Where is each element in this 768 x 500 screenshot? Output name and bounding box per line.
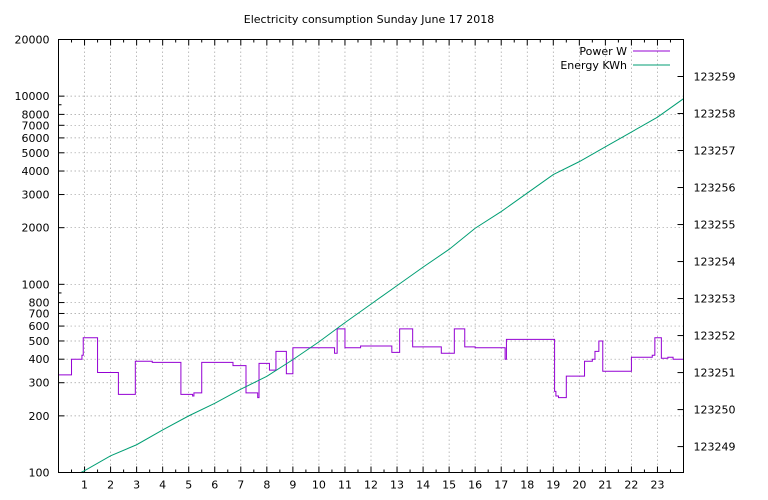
x-tick-label: 12 bbox=[364, 479, 378, 492]
y2-tick-label: 123257 bbox=[694, 145, 736, 158]
y2-tick-label: 123259 bbox=[694, 71, 736, 84]
y-tick-label: 5000 bbox=[22, 147, 50, 160]
y2-tick-label: 123251 bbox=[694, 367, 736, 380]
y-tick-label: 8000 bbox=[22, 108, 50, 121]
x-tick-label: 13 bbox=[390, 479, 404, 492]
y-tick-label: 300 bbox=[29, 377, 50, 390]
series-line-power-w bbox=[58, 328, 684, 399]
y-tick-label: 200 bbox=[29, 410, 50, 423]
y-tick-label: 7000 bbox=[22, 119, 50, 132]
x-tick-label: 5 bbox=[185, 479, 192, 492]
y-tick-label: 4000 bbox=[22, 165, 50, 178]
plot-frame bbox=[58, 39, 684, 473]
y2-tick-label: 123252 bbox=[694, 330, 736, 343]
y-tick-label: 3000 bbox=[22, 189, 50, 202]
x-tick-label: 8 bbox=[263, 479, 270, 492]
x-tick-label: 23 bbox=[650, 479, 664, 492]
x-tick-label: 19 bbox=[546, 479, 560, 492]
y-tick-label: 2000 bbox=[22, 222, 50, 235]
x-tick-label: 16 bbox=[468, 479, 482, 492]
x-tick-label: 4 bbox=[159, 479, 166, 492]
y2-tick-label: 123254 bbox=[694, 256, 736, 269]
x-tick-label: 1 bbox=[81, 479, 88, 492]
x-tick-label: 2 bbox=[107, 479, 114, 492]
y-tick-label: 20000 bbox=[15, 34, 50, 47]
y-tick-label: 600 bbox=[29, 320, 50, 333]
y-tick-label: 100 bbox=[29, 467, 50, 480]
chart-title: Electricity consumption Sunday June 17 2… bbox=[244, 13, 494, 26]
y-tick-label: 6000 bbox=[22, 132, 50, 145]
y2-tick-label: 123253 bbox=[694, 293, 736, 306]
legend-label-power-w: Power W bbox=[579, 45, 627, 58]
x-tick-label: 21 bbox=[598, 479, 612, 492]
x-tick-label: 22 bbox=[624, 479, 638, 492]
x-tick-label: 15 bbox=[442, 479, 456, 492]
x-axis: 1 2 3 4 5 6 7 8 9 10 11 12 13 14 15 16 17 18 19 20 21 22 23 bbox=[71, 39, 671, 492]
x-tick-label: 18 bbox=[520, 479, 534, 492]
y2-tick-label: 123255 bbox=[694, 219, 736, 232]
y2-tick-label: 123249 bbox=[694, 441, 736, 454]
y2-tick-label: 123256 bbox=[694, 182, 736, 195]
y2-tick-label: 123258 bbox=[694, 108, 736, 121]
y-tick-label: 700 bbox=[29, 307, 50, 320]
y-tick-label: 1000 bbox=[22, 278, 50, 291]
y-tick-label: 500 bbox=[29, 335, 50, 348]
series bbox=[58, 98, 684, 473]
legend-label-energy-kwh: Energy KWh bbox=[560, 59, 627, 72]
x-tick-label: 17 bbox=[494, 479, 508, 492]
x-tick-label: 6 bbox=[211, 479, 218, 492]
y2-axis: 123249 123250 123251 123252 123253 123254 1232… bbox=[677, 71, 736, 454]
series-line-energy-kwh bbox=[79, 98, 684, 473]
y-tick-label: 10000 bbox=[15, 90, 50, 103]
x-tick-label: 11 bbox=[338, 479, 352, 492]
y2-tick-label: 123250 bbox=[694, 404, 736, 417]
y-tick-label: 400 bbox=[29, 353, 50, 366]
x-tick-label: 9 bbox=[289, 479, 296, 492]
x-tick-label: 10 bbox=[312, 479, 326, 492]
grid bbox=[58, 39, 684, 473]
y-tick-label: 800 bbox=[29, 297, 50, 310]
x-tick-label: 7 bbox=[237, 479, 244, 492]
x-tick-label: 14 bbox=[416, 479, 430, 492]
x-tick-label: 20 bbox=[572, 479, 586, 492]
x-tick-label: 3 bbox=[133, 479, 140, 492]
